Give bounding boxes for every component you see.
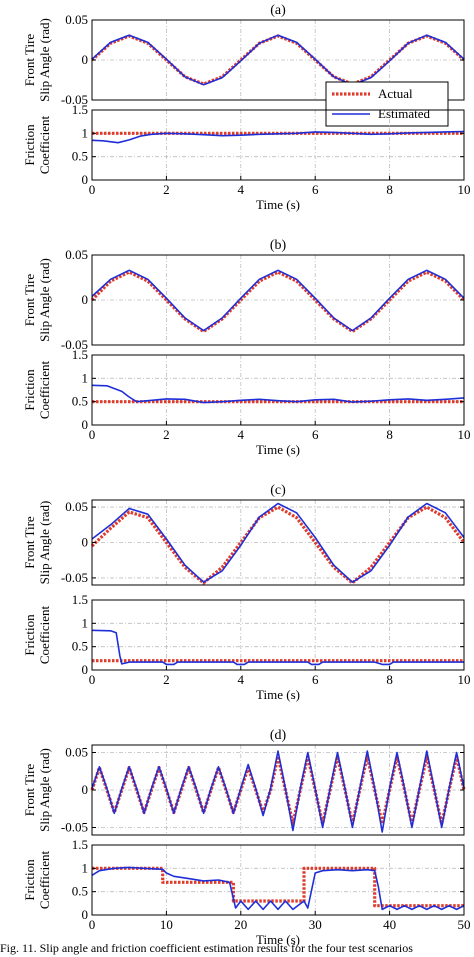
ytick-label-b: 0 [82, 292, 89, 307]
axes-frame-b2 [91, 354, 465, 426]
ytick-label-b: 0.05 [65, 247, 88, 262]
ytick-label-a2: 1 [82, 125, 89, 140]
series-estimated-b2 [91, 384, 465, 404]
series-actual-d2 [92, 866, 464, 908]
ytick-label-a2: 1.5 [72, 102, 88, 117]
ylabel-b: Front Tire [22, 274, 37, 327]
panel-title-a: (a) [270, 3, 286, 18]
axes-frame-a2 [91, 109, 465, 181]
ytick-label-d: 0 [82, 782, 89, 797]
ytick-label-d2: 1.5 [72, 837, 88, 852]
xtick-label-b2: 4 [238, 427, 245, 442]
xtick-label-a2: 10 [458, 182, 471, 197]
xlabel-a2: Time (s) [256, 197, 300, 212]
ytick-label-a: -0.05 [61, 92, 88, 107]
xlabel-b2: Time (s) [256, 442, 300, 457]
xtick-label-b2: 0 [89, 427, 96, 442]
legend-box-a [325, 81, 449, 127]
ytick-label-a: 0.05 [65, 12, 88, 27]
ylabel-d: Slip Angle (rad) [37, 748, 52, 832]
xtick-label-d2: 30 [309, 917, 322, 932]
ylabel-c2: Friction [22, 614, 37, 656]
ylabel-b: Slip Angle (rad) [37, 258, 52, 342]
xtick-label-d2: 20 [234, 917, 247, 932]
xtick-label-b2: 8 [386, 427, 393, 442]
ylabel-c2: Coefficient [37, 605, 52, 664]
ytick-label-c2: 0.5 [72, 639, 88, 654]
ylabel-a2: Coefficient [37, 115, 52, 174]
xtick-label-b2: 2 [163, 427, 170, 442]
series-estimated-b [91, 269, 465, 332]
xtick-label-a2: 4 [238, 182, 245, 197]
xlabel-d2: Time (s) [256, 932, 300, 947]
series-actual-b [90, 270, 466, 334]
xtick-label-a2: 6 [312, 182, 319, 197]
ylabel-a: Front Tire [22, 34, 37, 87]
ytick-label-b2: 1.5 [72, 347, 88, 362]
series-estimated-d [91, 750, 465, 833]
panel-title-b: (b) [270, 238, 287, 253]
series-estimated-a2 [91, 130, 465, 144]
axes-frame-c2 [91, 599, 465, 671]
ytick-label-d: 0.05 [65, 745, 88, 760]
xtick-label-d2: 50 [458, 917, 471, 932]
ytick-label-c: -0.05 [61, 570, 88, 585]
xtick-label-c2: 6 [312, 672, 319, 687]
xtick-label-b2: 6 [312, 427, 319, 442]
series-estimated-c [91, 502, 465, 584]
ylabel-d2: Coefficient [37, 850, 52, 909]
figure-caption: Fig. 11. Slip angle and friction coeffic… [0, 941, 413, 955]
legend-label-actual: Actual [378, 86, 413, 101]
ytick-label-d2: 0 [82, 907, 89, 922]
ylabel-d2: Friction [22, 859, 37, 901]
ytick-label-a: 0 [82, 52, 89, 67]
xtick-label-c2: 8 [386, 672, 393, 687]
ytick-label-a2: 0 [82, 172, 89, 187]
ytick-label-c2: 1 [82, 615, 89, 630]
ylabel-c: Slip Angle (rad) [37, 501, 52, 585]
ylabel-b2: Friction [22, 369, 37, 411]
series-estimated-a [91, 34, 465, 86]
axes-frame-d2 [91, 844, 465, 916]
xtick-label-a2: 0 [89, 182, 96, 197]
xtick-label-b2: 10 [458, 427, 471, 442]
xtick-label-c2: 0 [89, 672, 96, 687]
ytick-label-b2: 0 [82, 417, 89, 432]
legend-label-estimated: Estimated [378, 106, 430, 121]
xtick-label-c2: 2 [163, 672, 170, 687]
xtick-label-a2: 2 [163, 182, 170, 197]
ylabel-c: Front Tire [22, 516, 37, 569]
panel-title-d: (d) [270, 728, 287, 743]
series-estimated-c2 [91, 629, 464, 666]
xtick-label-c2: 4 [238, 672, 245, 687]
xtick-label-d2: 0 [89, 917, 96, 932]
series-estimated-d2 [91, 866, 465, 911]
ytick-label-a2: 0.5 [72, 149, 88, 164]
ylabel-b2: Coefficient [37, 360, 52, 419]
ytick-label-c: 0.05 [65, 499, 88, 514]
ytick-label-d2: 0.5 [72, 884, 88, 899]
xlabel-c2: Time (s) [256, 687, 300, 702]
ytick-label-c2: 0 [82, 662, 89, 677]
series-actual-c [90, 505, 466, 585]
xtick-label-a2: 8 [386, 182, 393, 197]
ytick-label-b2: 0.5 [72, 394, 88, 409]
xtick-label-c2: 10 [458, 672, 471, 687]
ytick-label-d2: 1 [82, 860, 89, 875]
xtick-label-d2: 10 [160, 917, 173, 932]
ylabel-a2: Friction [22, 124, 37, 166]
ytick-label-c2: 1.5 [72, 592, 88, 607]
ytick-label-b2: 1 [82, 370, 89, 385]
panel-title-c: (c) [270, 483, 286, 498]
xtick-label-d2: 40 [383, 917, 396, 932]
ytick-label-d: -0.05 [61, 820, 88, 835]
ytick-label-b: -0.05 [61, 337, 88, 352]
ylabel-d: Front Tire [22, 764, 37, 817]
ylabel-a: Slip Angle (rad) [37, 18, 52, 102]
ytick-label-c: 0 [82, 535, 89, 550]
